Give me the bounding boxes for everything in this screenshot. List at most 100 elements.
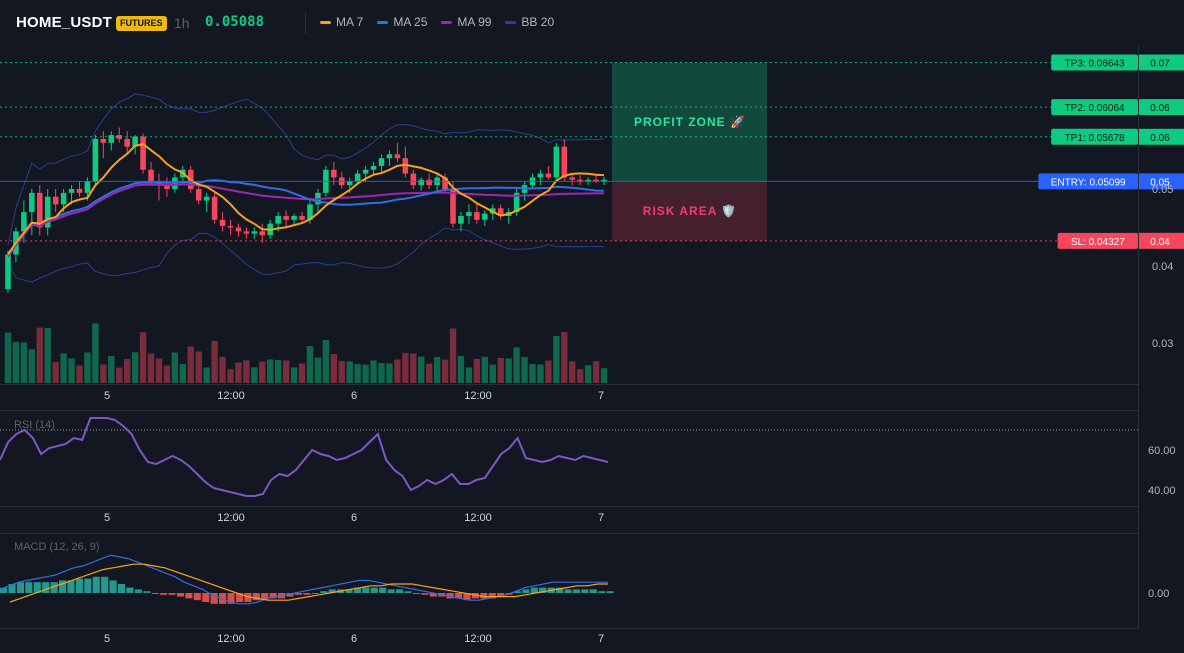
candle-body [76,189,83,193]
volume-bar [235,362,242,383]
volume-bar [92,323,99,383]
volume-bar [521,357,528,383]
volume-bar [600,368,608,383]
candle-body [307,204,313,220]
candle-wick [102,131,104,159]
axis-label-box [1139,128,1184,145]
price-axis-label: 0.03 [1152,338,1173,350]
macd-histogram-bar [362,587,370,593]
profit-zone-label: PROFIT ZONE 🚀 [634,115,746,129]
legend-ma25[interactable]: MA 25 [377,15,427,29]
macd-histogram-bar [497,593,505,597]
candle-body [370,165,377,170]
volume-bar [259,361,266,383]
volume-bar [362,364,369,383]
candle-body [553,146,560,178]
volume-bar [282,360,290,383]
grid-layer [0,46,1139,629]
macd-histogram-bar [606,591,614,593]
rsi-axis-label: 60.00 [1148,445,1176,457]
volume-bar [4,332,12,383]
macd-histogram-bar [25,582,33,593]
macd-histogram-bar [328,589,336,593]
macd-histogram-bar [235,593,244,602]
macd-histogram-bar [126,587,134,593]
bollinger-bands [7,93,605,283]
candle-body [52,196,59,205]
panel-divider [0,628,1138,629]
volume-bar [505,358,512,383]
chart-header: HOME_USDT FUTURES 1h 0.05088 MA 7 MA 25 … [0,0,1184,46]
macd-histogram-bar [446,593,454,599]
macd-histogram-bar [311,593,319,594]
time-axis-label: 12:00 [217,512,245,524]
macd-histogram-bar [564,589,572,593]
volume-bar [124,359,131,383]
volume-bar [529,364,536,383]
macd-panel: MACD (12, 26, 9) 0.00 [0,541,1169,605]
candle-body [227,225,234,228]
candle-body [593,179,599,182]
volume-bar [20,342,28,383]
macd-histogram-bar [92,576,100,593]
axis-level-label: 0.06 [1150,103,1170,114]
volume-bar [60,353,67,383]
legend-label: MA 99 [457,15,492,29]
bb-upper-line [7,93,605,246]
macd-histogram-bar [379,587,387,593]
candle-wick [396,142,398,163]
candle-wick [595,175,597,183]
trade-zones: PROFIT ZONE 🚀 RISK AREA 🛡️ [612,62,767,241]
volume-bar [44,328,51,383]
profit-zone [612,62,767,182]
candle-body [577,179,583,182]
candle-body [68,189,75,193]
macd-histogram-bar [143,591,151,593]
legend-ma7[interactable]: MA 7 [320,15,363,29]
time-axis-label: 12:00 [464,633,492,645]
volume-bar [537,364,544,383]
volume-bar [267,359,274,383]
timeframe-label[interactable]: 1h [174,15,190,31]
legend-swatch [505,20,517,24]
axis-level-label: 0.05 [1150,177,1170,188]
candle-wick [547,165,549,180]
candle-body [140,136,146,170]
futures-badge: FUTURES [116,16,167,31]
macd-histogram-bar [252,593,260,601]
volume-bar [553,336,560,383]
level-label-box [1051,54,1138,71]
indicator-legend: MA 7 MA 25 MA 99 BB 20 [320,15,554,29]
candle-body [251,231,258,234]
macd-histogram-bar [370,587,378,593]
candle-body [410,173,417,186]
candle-body [585,179,591,182]
time-axis-label: 12:00 [464,390,492,402]
legend-label: BB 20 [521,15,555,29]
macd-histogram-bar [117,584,126,593]
level-label: TP1: 0.05678 [1065,133,1125,144]
legend-ma99[interactable]: MA 99 [441,15,491,29]
volume-bar [243,360,250,383]
symbol-name[interactable]: HOME_USDT [16,14,112,31]
macd-histogram-bar [244,593,252,602]
candle-body [235,227,242,232]
volume-bar [52,362,59,383]
candle-body [426,179,432,186]
volume-bar [68,358,75,383]
candle-body [346,181,353,186]
macd-histogram-bar [387,589,395,593]
macd-histogram-bar [227,593,235,604]
macd-axis-label: 0.00 [1148,588,1169,600]
candle-body [354,173,361,182]
price-axis-divider [1138,46,1139,628]
candle-body [60,192,67,205]
macd-histogram-bar [42,582,50,593]
volume-bar [131,352,139,383]
macd-histogram-bar [581,589,589,593]
legend-bb20[interactable]: BB 20 [505,15,554,29]
volume-bar [36,327,43,383]
volume-bar [457,356,465,383]
axis-labels: 0.05 0.04 0.03 5 12:00 6 12:00 7 5 12:00 6 12:00 7 5 1… [104,184,1173,645]
